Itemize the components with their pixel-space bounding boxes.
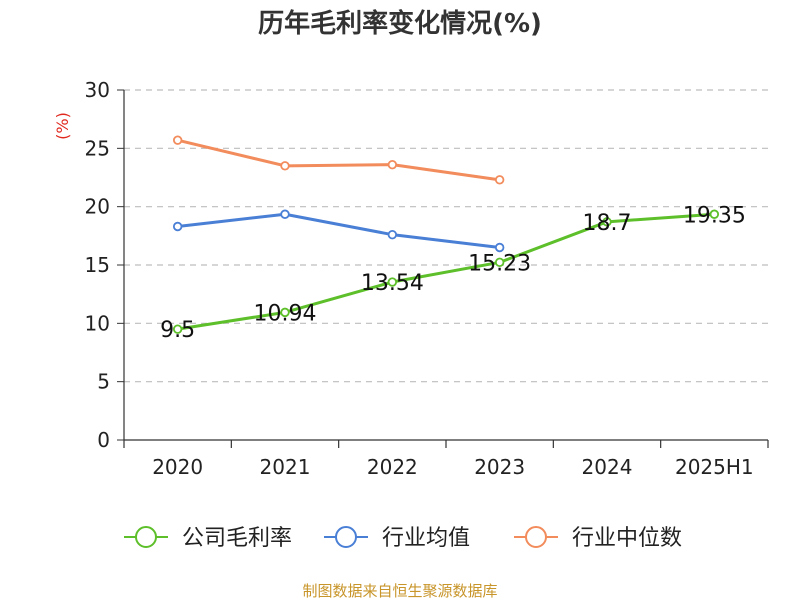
legend-item[interactable]: 行业中位数 — [514, 526, 682, 551]
data-point — [494, 175, 505, 185]
legend-marker — [525, 526, 547, 548]
x-tick-label: 2022 — [367, 455, 418, 479]
legend-marker — [335, 526, 357, 548]
chart-title: 历年毛利率变化情况(%) — [258, 8, 542, 39]
axes: 0 5 10 15 20 25 30 2020 2021 2022 2023 2024 2025H1 — [85, 78, 769, 479]
x-tick-label: 2020 — [152, 455, 203, 479]
data-point — [494, 242, 505, 253]
data-point — [172, 324, 183, 334]
data-point — [602, 217, 612, 227]
data-label: 19.35 — [683, 203, 746, 228]
data-point — [494, 257, 505, 268]
y-tick-label: 0 — [97, 428, 110, 452]
y-tick-label: 20 — [85, 195, 110, 219]
source-note: 制图数据来自恒生聚源数据库 — [302, 582, 497, 600]
data-label: 10.94 — [254, 301, 317, 326]
data-label: 18.7 — [583, 211, 632, 236]
series-line — [177, 212, 715, 331]
legend-label: 行业中位数 — [572, 526, 682, 551]
data-point — [280, 209, 290, 219]
data-point — [172, 135, 183, 145]
series-line — [177, 138, 500, 182]
data-label: 15.23 — [468, 251, 531, 276]
y-tick-label: 30 — [85, 78, 110, 102]
x-tick-label: 2021 — [260, 455, 311, 479]
legend-item[interactable]: 行业均值 — [324, 526, 470, 551]
data-label: 13.54 — [361, 271, 424, 296]
data-point — [387, 159, 398, 170]
data-point — [709, 209, 720, 219]
y-tick-label: 10 — [85, 311, 110, 335]
series-lines — [172, 135, 720, 334]
data-point — [387, 277, 398, 287]
x-tick-label: 2023 — [474, 455, 525, 479]
legend: 公司毛利率 行业均值 行业中位数 — [124, 526, 682, 551]
data-point — [387, 229, 398, 240]
y-tick-label: 25 — [85, 136, 110, 160]
y-axis-unit-label: (%) — [53, 112, 72, 140]
y-tick-label: 15 — [85, 253, 110, 277]
legend-item[interactable]: 公司毛利率 — [124, 526, 292, 551]
legend-label: 行业均值 — [382, 526, 470, 551]
series-line — [177, 212, 500, 249]
data-label: 9.5 — [160, 318, 195, 343]
y-tick-label: 5 — [97, 370, 110, 394]
data-point — [280, 161, 290, 171]
legend-marker — [135, 526, 157, 548]
x-tick-label: 2024 — [582, 455, 633, 479]
legend-label: 公司毛利率 — [182, 526, 292, 551]
x-tick-label: 2025H1 — [675, 455, 754, 479]
data-point — [280, 307, 290, 318]
grid-lines — [124, 89, 768, 383]
data-labels: 9.5 10.94 13.54 15.23 18.7 19.35 — [160, 203, 746, 343]
data-point — [172, 221, 183, 232]
